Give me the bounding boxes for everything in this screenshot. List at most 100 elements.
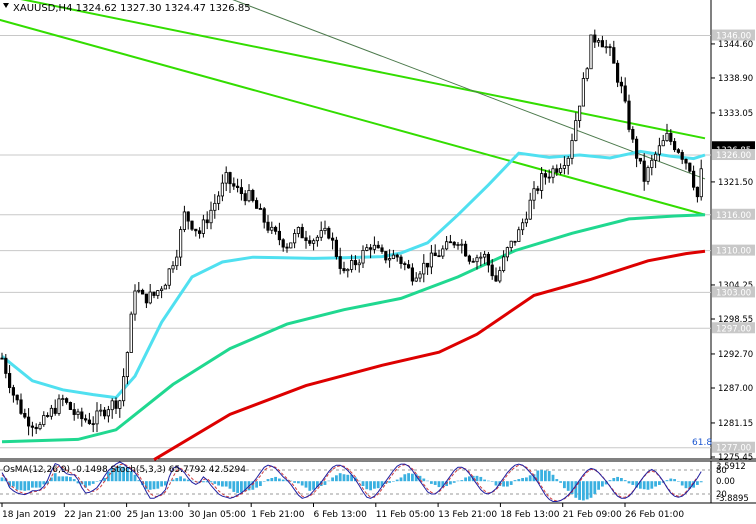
candle-body: [4, 357, 8, 374]
osma-bar: [578, 481, 581, 500]
osma-bar: [570, 481, 574, 495]
stoch-level-label: 20: [716, 490, 727, 500]
time-tick-label: 18 Feb 13:00: [500, 510, 559, 520]
osma-bar: [601, 481, 604, 487]
candle-body: [657, 145, 662, 155]
candle-body: [148, 291, 152, 304]
osma-bar: [460, 480, 464, 482]
time-tick-label: 6 Feb 13:00: [314, 510, 368, 520]
candle-body: [600, 40, 605, 48]
osma-bar: [27, 481, 30, 491]
candle-body: [479, 256, 483, 259]
osma-bar: [544, 470, 547, 482]
price-axis: 1344.60 1338.90 1333.05 1321.50 1304.25 1298.…: [711, 40, 753, 463]
osma-bar: [437, 481, 441, 488]
osma-bar: [426, 480, 429, 482]
osma-bar: [152, 481, 156, 490]
candle-body: [517, 229, 521, 242]
candle-body: [334, 239, 339, 257]
osma-bar: [593, 481, 597, 495]
candle-body: [178, 229, 183, 258]
candle-body: [422, 262, 426, 275]
indicator-tick-label: -3.8895: [716, 494, 749, 504]
candle-body: [669, 132, 673, 142]
osma-bar: [452, 481, 456, 483]
candle-body: [15, 394, 19, 401]
candle-body: [118, 400, 122, 409]
osma-bar: [411, 473, 414, 482]
candle-body: [285, 246, 289, 249]
candle-body: [395, 254, 399, 258]
candle-body: [228, 172, 232, 185]
candle-body: [171, 265, 175, 270]
osma-bar: [72, 479, 76, 482]
osma-stoch-panel: 3.5912 0.00 -3.8895 80 20: [0, 461, 749, 504]
candle-body: [239, 187, 243, 194]
candle-body: [7, 373, 12, 388]
candle-body: [384, 251, 388, 261]
osma-bar: [274, 476, 277, 482]
candle-body: [46, 415, 50, 417]
candle-body: [251, 190, 255, 201]
candle-body: [72, 409, 76, 415]
osma-bar: [642, 481, 646, 490]
price-tick-label: 1304.25: [718, 281, 753, 291]
osma-bar: [380, 481, 384, 487]
candle-body: [91, 423, 95, 425]
candle-body: [224, 172, 228, 184]
candle-body: [608, 46, 612, 49]
candle-body: [452, 241, 456, 246]
osma-bar: [509, 481, 513, 485]
candle-body: [232, 183, 236, 187]
osma-bar: [631, 481, 635, 485]
candle-body: [376, 244, 380, 249]
candle-body: [559, 167, 563, 173]
osma-bar: [205, 481, 209, 483]
candle-body: [399, 256, 403, 264]
candle-body: [258, 208, 263, 210]
stoch-level-label: 80: [716, 466, 727, 476]
fib-label: 61.8: [692, 438, 712, 448]
candle-body: [486, 253, 491, 266]
candle-body: [463, 243, 468, 257]
candle-body: [304, 237, 308, 241]
candle-body: [220, 182, 224, 197]
osma-bar: [228, 481, 232, 489]
level-tag-label: 1297.00: [716, 324, 751, 334]
osma-bar: [236, 481, 239, 493]
osma-bar: [38, 481, 42, 488]
candle-body: [627, 100, 631, 130]
osma-bar: [23, 481, 27, 491]
osma-bar: [357, 480, 361, 482]
osma-bar: [251, 481, 255, 490]
level-tag-box: [712, 286, 755, 298]
osma-bar: [133, 474, 137, 482]
candle-body: [638, 157, 643, 162]
candle-body: [441, 248, 445, 257]
candle-body: [551, 168, 555, 178]
candle-body: [338, 256, 342, 269]
candle-body: [509, 240, 513, 249]
stoch-signal-line: [1, 463, 698, 502]
osma-bar: [441, 481, 445, 488]
osma-bar: [392, 481, 395, 482]
collapse-icon[interactable]: [3, 3, 9, 8]
candle-body: [235, 185, 240, 188]
time-tick-label: 21 Feb 09:00: [563, 510, 622, 520]
candle-body: [308, 240, 312, 244]
candle-body: [372, 244, 377, 250]
osma-bar: [692, 481, 695, 488]
candle-body: [30, 425, 35, 428]
candle-body: [387, 258, 392, 261]
candle-body: [57, 398, 61, 414]
osma-bar: [61, 476, 65, 482]
candle-body: [475, 257, 479, 263]
osma-bar: [103, 477, 106, 482]
osma-bar: [688, 481, 692, 489]
level-tag-box: [712, 244, 755, 256]
osma-bar: [31, 481, 34, 488]
candle-body: [676, 149, 681, 153]
osma-bar: [494, 481, 498, 486]
candle-body: [262, 208, 266, 223]
osma-bar: [141, 481, 144, 485]
